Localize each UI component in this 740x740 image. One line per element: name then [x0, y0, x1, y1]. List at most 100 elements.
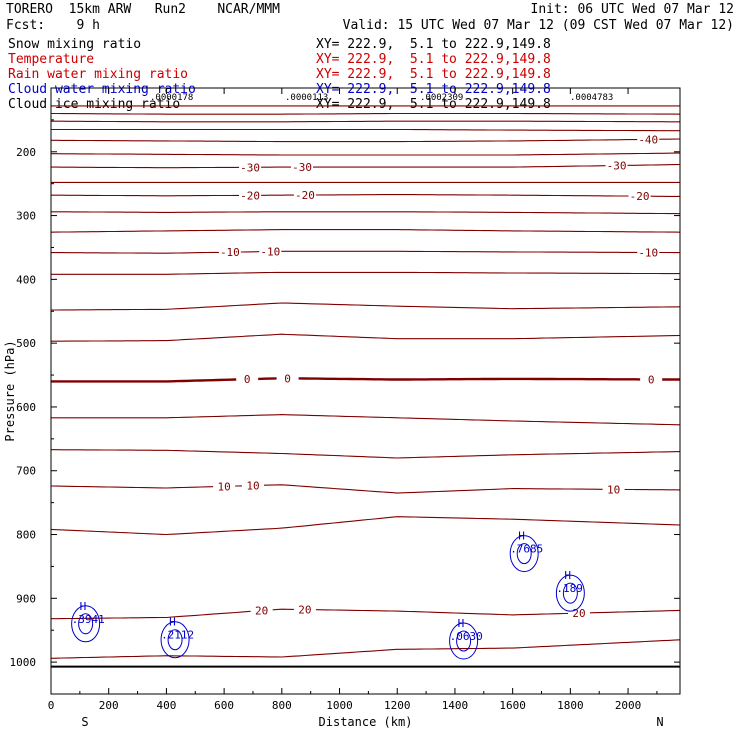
contour-label-bg: [293, 603, 316, 616]
contour-label-bg: [637, 246, 660, 259]
x-tick-label: 1400: [442, 699, 469, 712]
temperature-contour-14: [51, 333, 681, 342]
field-xy-temperature: XY= 222.9, 5.1 to 222.9,149.8: [316, 52, 551, 67]
contour-label: 0: [244, 373, 251, 386]
y-tick-label: 400: [16, 273, 36, 286]
y-tick-label: 600: [16, 401, 36, 414]
contour-label-bg: [213, 480, 236, 493]
y-tick-label: 300: [16, 210, 36, 223]
north-end-label: N: [656, 715, 663, 729]
temperature-contour-9: [51, 211, 681, 215]
field-name-rain: Rain water mixing ratio: [8, 67, 189, 82]
temperature-contour-19: [50, 516, 681, 536]
field-name-snow: Snow mixing ratio: [8, 37, 142, 52]
temperature-contour-3: [51, 128, 680, 132]
y-axis-label: Pressure (hPa): [3, 340, 17, 441]
contour-label: 0: [648, 373, 655, 386]
contour-label-bg: [568, 607, 591, 620]
contour-label-bg: [637, 133, 660, 146]
cloud-water-contour: [555, 574, 585, 612]
x-tick-label: 400: [156, 699, 176, 712]
cloud-water-max-value: .189: [556, 582, 583, 595]
temperature-contour-15: [51, 376, 680, 383]
cloud-water-max-value: .2112: [161, 629, 194, 642]
temperature-contour-13: [51, 302, 681, 311]
temperature-contours: -40 -30 -30 -30 -20 -20 -20 -10 -10 -10 0 0 0 10 10 10 2…: [50, 105, 681, 668]
cloud-water-contour-inner: [167, 629, 183, 651]
x-axis-label: Distance (km): [319, 715, 413, 729]
y-tick-label: 1000: [10, 656, 37, 669]
contour-label-bg: [218, 246, 241, 259]
contour-label: -30: [240, 161, 260, 174]
contour-label: 10: [217, 480, 230, 493]
cloud-water-contour: [160, 621, 190, 659]
y-tick-label: 700: [16, 465, 36, 478]
cloud-water-max-marker: H: [169, 616, 176, 629]
temperature-contour-8: [51, 193, 680, 197]
cloud-water-contour-inner: [562, 582, 578, 604]
top-value-label: .0004783: [570, 93, 613, 103]
model-title: TORERO 15km ARW Run2 NCAR/MMM: [6, 2, 280, 17]
contour-label-bg: [239, 161, 262, 174]
top-value-label: .0002309: [420, 93, 463, 103]
x-tick-label: 1600: [499, 699, 526, 712]
contour-label: 0: [284, 372, 291, 385]
x-tick-label: 1000: [326, 699, 353, 712]
contour-label: -10: [220, 246, 240, 259]
cloud-water-max-marker: H: [564, 569, 571, 582]
y-tick-label: 900: [16, 592, 36, 605]
contour-label-bg: [291, 161, 314, 174]
contour-label-bg: [250, 604, 273, 617]
cloud-water-contour-inner: [456, 630, 472, 652]
plot-frame: [50, 87, 681, 695]
contour-label-bg: [241, 479, 264, 492]
temperature-contour-17: [51, 449, 681, 459]
temperature-contour-16: [51, 414, 681, 426]
temperature-contour-4: [51, 138, 681, 143]
cloud-water-max-marker: H: [518, 530, 525, 543]
cloud-water-contour: [449, 622, 479, 660]
x-tick-label: 600: [214, 699, 234, 712]
y-tick-label: 500: [16, 337, 36, 350]
contour-label: -40: [638, 133, 658, 146]
forecast-hour: Fcst: 9 h: [6, 18, 100, 33]
temperature-contour-12: [51, 271, 680, 275]
top-value-label: .0000113: [285, 93, 328, 103]
cloud-water-max-value: .0630: [450, 630, 483, 643]
temperature-contour-21: [50, 639, 681, 659]
x-tick-label: 2000: [615, 699, 642, 712]
x-tick-label: 1800: [557, 699, 584, 712]
cloud-water-max-marker: H: [458, 617, 465, 630]
contour-label: -10: [260, 245, 280, 258]
cloud-water-max-value: .7685: [510, 543, 543, 556]
contour-label-bg: [640, 373, 663, 386]
cloud-water-contour-inner: [516, 543, 532, 565]
y-tick-label: 800: [16, 529, 36, 542]
contour-label: -20: [295, 189, 315, 202]
cloud-water-contour: [71, 605, 101, 643]
contour-label-bg: [259, 245, 282, 258]
temperature-contour-10: [50, 229, 681, 233]
contour-label-bg: [236, 373, 259, 386]
contour-label: 20: [572, 607, 585, 620]
contour-label: -20: [630, 190, 650, 203]
cloud-water-max-value: .3941: [72, 613, 105, 626]
x-tick-label: 200: [99, 699, 119, 712]
field-name-temperature: Temperature: [8, 52, 95, 67]
field-xy-rain: XY= 222.9, 5.1 to 222.9,149.8: [316, 67, 551, 82]
south-end-label: S: [81, 715, 88, 729]
contour-label: 20: [298, 604, 311, 617]
temperature-contour-2: [51, 120, 680, 123]
valid-time: Valid: 15 UTC Wed 07 Mar 12 (09 CST Wed …: [342, 18, 734, 33]
cloud-water-contour: [509, 535, 539, 573]
contour-label: -30: [607, 160, 627, 173]
contour-label: -30: [292, 161, 312, 174]
field-xy-cloud-ice: XY= 222.9, 5.1 to 222.9,149.8: [316, 97, 551, 112]
field-xy-snow: XY= 222.9, 5.1 to 222.9,149.8: [316, 37, 551, 52]
contour-label-bg: [293, 189, 316, 202]
field-xy-cloud-water: XY= 222.9, 5.1 to 222.9,149.8: [316, 82, 551, 97]
contour-label: 10: [246, 480, 259, 493]
field-name-cloud-ice: Cloud ice mixing ratio: [8, 97, 181, 112]
